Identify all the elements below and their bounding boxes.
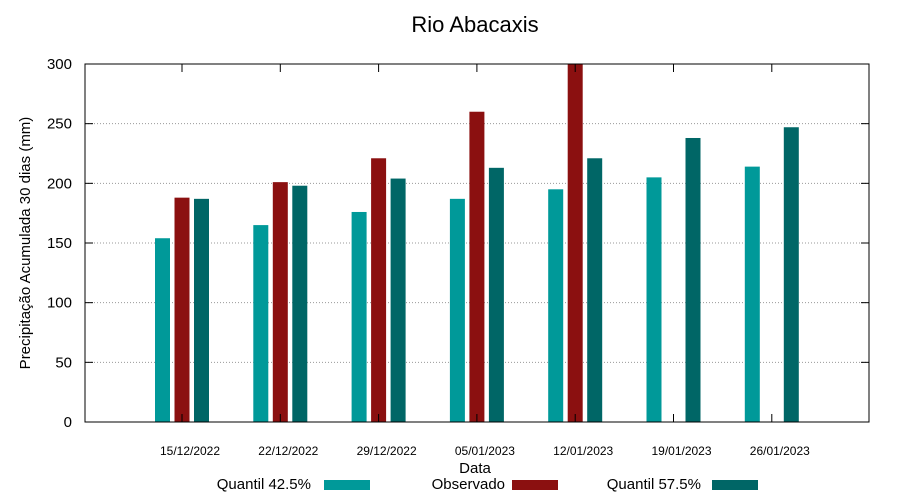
x-ticks: 15/12/2022 22/12/2022 29/12/2022 05/01/2023… bbox=[160, 64, 810, 458]
y-axis-label: Precipitação Acumulada 30 dias (mm) bbox=[17, 117, 34, 370]
bar-quantil-42-5- bbox=[253, 225, 269, 422]
bar-quantil-42-5- bbox=[548, 189, 564, 422]
legend-swatch bbox=[512, 480, 558, 490]
y-ticks: 0 50 100 150 200 250 300 bbox=[47, 56, 869, 431]
x-tick-label: 26/01/2023 bbox=[750, 444, 810, 458]
y-tick-label: 100 bbox=[47, 295, 72, 312]
x-tick-label: 15/12/2022 bbox=[160, 444, 220, 458]
bar-quantil-57-5- bbox=[194, 198, 209, 422]
y-tick-label: 50 bbox=[55, 354, 72, 371]
x-tick-label: 19/01/2023 bbox=[651, 444, 711, 458]
bar-observado bbox=[567, 64, 583, 422]
bar-observado bbox=[174, 197, 190, 422]
x-tick-label: 12/01/2023 bbox=[553, 444, 613, 458]
legend-item: Quantil 57.5% bbox=[607, 476, 758, 493]
bar-quantil-57-5- bbox=[292, 185, 308, 422]
bar-quantil-57-5- bbox=[390, 178, 406, 422]
x-axis-label: Data bbox=[459, 460, 491, 477]
legend-label: Quantil 57.5% bbox=[607, 476, 701, 493]
bar-quantil-57-5- bbox=[587, 158, 603, 423]
bar-observado bbox=[272, 182, 288, 422]
bar-quantil-57-5- bbox=[488, 167, 504, 422]
legend-swatch bbox=[324, 480, 370, 490]
bar-quantil-57-5- bbox=[783, 127, 799, 422]
bar-quantil-42-5- bbox=[155, 238, 170, 422]
y-tick-label: 0 bbox=[64, 414, 72, 431]
legend-label: Observado bbox=[432, 476, 505, 493]
legend-label: Quantil 42.5% bbox=[217, 476, 311, 493]
bars bbox=[155, 64, 799, 423]
bar-observado bbox=[371, 158, 387, 423]
bar-quantil-42-5- bbox=[351, 211, 367, 422]
chart-title: Rio Abacaxis bbox=[411, 12, 538, 37]
y-tick-label: 300 bbox=[47, 56, 72, 73]
bar-quantil-42-5- bbox=[449, 198, 465, 422]
bar-quantil-42-5- bbox=[646, 177, 662, 422]
legend: Quantil 42.5% Observado Quantil 57.5% bbox=[217, 476, 758, 493]
legend-item: Observado bbox=[432, 476, 558, 493]
y-tick-label: 150 bbox=[47, 235, 72, 252]
x-tick-label: 22/12/2022 bbox=[258, 444, 318, 458]
x-tick-label: 29/12/2022 bbox=[357, 444, 417, 458]
y-tick-label: 200 bbox=[47, 175, 72, 192]
bar-quantil-42-5- bbox=[744, 166, 760, 422]
legend-swatch bbox=[712, 480, 758, 490]
bar-observado bbox=[469, 111, 485, 422]
y-tick-label: 250 bbox=[47, 116, 72, 133]
bar-quantil-57-5- bbox=[685, 137, 701, 422]
legend-item: Quantil 42.5% bbox=[217, 476, 370, 493]
x-tick-label: 05/01/2023 bbox=[455, 444, 515, 458]
